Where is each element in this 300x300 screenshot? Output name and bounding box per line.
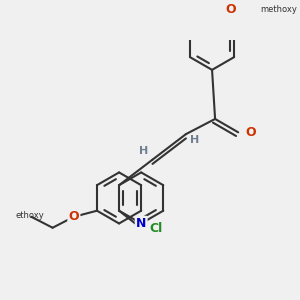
- Text: methoxy: methoxy: [261, 5, 298, 14]
- Text: Cl: Cl: [149, 222, 163, 236]
- Text: O: O: [225, 3, 236, 16]
- Text: O: O: [245, 126, 256, 139]
- Text: H: H: [140, 146, 148, 156]
- Text: N: N: [136, 217, 146, 230]
- Text: O: O: [69, 210, 79, 223]
- Text: ethoxy: ethoxy: [16, 211, 44, 220]
- Text: H: H: [190, 135, 199, 145]
